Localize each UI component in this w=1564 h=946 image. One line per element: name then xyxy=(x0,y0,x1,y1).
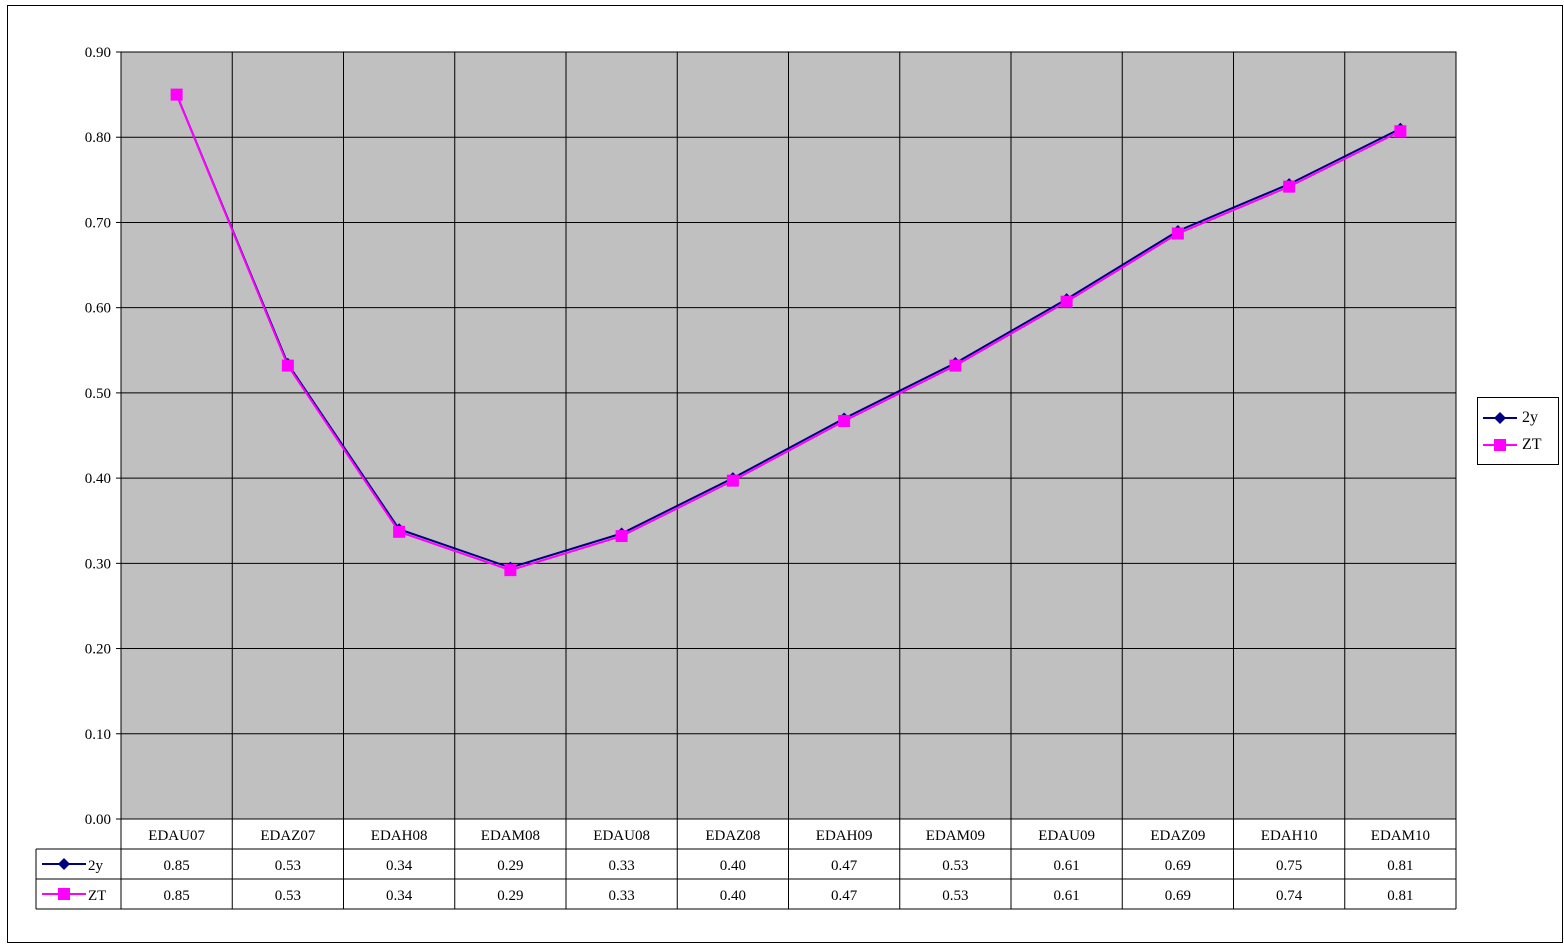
table-cell: 0.61 xyxy=(1054,888,1080,904)
point-ZT xyxy=(1283,180,1296,193)
y-tick-label: 0.00 xyxy=(85,812,111,828)
x-category-label: EDAU08 xyxy=(593,828,650,844)
y-tick-label: 0.80 xyxy=(85,130,111,146)
table-cell: 0.40 xyxy=(720,888,746,904)
table-cell: 0.47 xyxy=(831,858,858,874)
x-category-label: EDAZ07 xyxy=(260,828,315,844)
x-category-label: EDAH09 xyxy=(816,828,873,844)
table-cell: 0.74 xyxy=(1276,888,1303,904)
table-cell: 0.81 xyxy=(1387,888,1413,904)
y-tick-label: 0.30 xyxy=(85,556,111,572)
series-line-2y xyxy=(175,94,1401,569)
legend-swatch-2y xyxy=(1483,412,1517,424)
table-cell: 0.69 xyxy=(1165,888,1191,904)
x-category-label: EDAM09 xyxy=(926,828,985,844)
x-category-label: EDAM10 xyxy=(1371,828,1430,844)
table-key-marker xyxy=(58,888,70,900)
point-ZT xyxy=(1394,125,1407,138)
x-category-label: EDAH10 xyxy=(1261,828,1318,844)
y-tick-label: 0.20 xyxy=(85,642,111,658)
table-cell: 0.29 xyxy=(497,888,523,904)
table-cell: 0.53 xyxy=(275,888,301,904)
table-cell: 0.29 xyxy=(497,858,523,874)
table-cell: 0.75 xyxy=(1276,858,1302,874)
point-ZT xyxy=(170,88,183,101)
x-category-label: EDAU07 xyxy=(148,828,205,844)
point-ZT xyxy=(615,530,628,543)
table-series-label: ZT xyxy=(88,888,106,904)
legend-label-2y: 2y xyxy=(1522,409,1538,426)
series-line-ZT xyxy=(175,94,1401,572)
table-cell: 0.53 xyxy=(275,858,301,874)
x-category-label: EDAM08 xyxy=(481,828,540,844)
table-cell: 0.85 xyxy=(164,888,190,904)
table-series-label: 2y xyxy=(88,858,104,874)
legend: 2y ZT xyxy=(1477,397,1559,465)
table-cell: 0.53 xyxy=(942,888,968,904)
y-tick-label: 0.90 xyxy=(85,45,111,61)
point-ZT xyxy=(504,564,517,577)
x-category-label: EDAZ09 xyxy=(1150,828,1205,844)
point-ZT xyxy=(1171,227,1184,240)
table-cell: 0.61 xyxy=(1054,858,1080,874)
y-tick-label: 0.60 xyxy=(85,301,111,317)
table-cell: 0.85 xyxy=(164,858,190,874)
legend-label-zt: ZT xyxy=(1522,436,1542,453)
table-cell: 0.81 xyxy=(1387,858,1413,874)
point-ZT xyxy=(393,525,406,538)
x-category-label: EDAZ08 xyxy=(705,828,760,844)
legend-swatch-zt xyxy=(1483,439,1517,451)
point-ZT xyxy=(281,359,294,372)
table-cell: 0.47 xyxy=(831,888,858,904)
point-ZT xyxy=(726,474,739,487)
table-cell: 0.53 xyxy=(942,858,968,874)
x-category-label: EDAU09 xyxy=(1038,828,1095,844)
x-category-label: EDAH08 xyxy=(371,828,428,844)
table-cell: 0.34 xyxy=(386,888,413,904)
point-ZT xyxy=(1060,295,1073,308)
table-cell: 0.34 xyxy=(386,858,413,874)
y-tick-label: 0.40 xyxy=(85,471,111,487)
y-tick-label: 0.50 xyxy=(85,386,111,402)
table-cell: 0.33 xyxy=(609,888,635,904)
y-tick-label: 0.70 xyxy=(85,215,111,231)
table-cell: 0.33 xyxy=(609,858,635,874)
point-ZT xyxy=(838,415,851,428)
table-cell: 0.40 xyxy=(720,858,746,874)
table-cell: 0.69 xyxy=(1165,858,1191,874)
legend-item-2y: 2y xyxy=(1482,407,1558,431)
y-tick-label: 0.10 xyxy=(85,727,111,743)
point-ZT xyxy=(949,359,962,372)
legend-item-zt: ZT xyxy=(1482,434,1558,458)
table-key-marker xyxy=(58,858,70,870)
